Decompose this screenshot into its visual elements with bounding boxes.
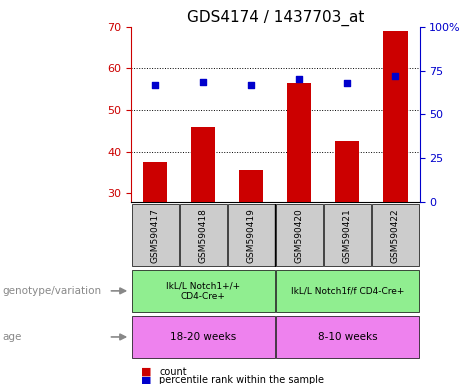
Text: 8-10 weeks: 8-10 weeks [318, 332, 377, 342]
Bar [288, 83, 312, 202]
Bar [276, 204, 323, 266]
Text: GSM590417: GSM590417 [151, 208, 160, 263]
Bar [276, 270, 419, 312]
Text: GSM590420: GSM590420 [295, 208, 304, 263]
Bar [372, 204, 419, 266]
Bar [191, 127, 215, 202]
Text: GSM590422: GSM590422 [391, 208, 400, 263]
Text: IkL/L Notch1+/+
CD4-Cre+: IkL/L Notch1+/+ CD4-Cre+ [166, 281, 241, 301]
Bar [180, 204, 227, 266]
Point [392, 73, 399, 79]
Bar [324, 204, 371, 266]
Text: IkL/L Notch1f/f CD4-Cre+: IkL/L Notch1f/f CD4-Cre+ [291, 286, 404, 295]
Bar [132, 316, 275, 358]
Text: count: count [159, 367, 187, 377]
Bar [276, 316, 419, 358]
Bar [132, 270, 275, 312]
Bar [143, 162, 167, 202]
Text: GSM590419: GSM590419 [247, 208, 256, 263]
Bar [336, 141, 360, 202]
Text: genotype/variation: genotype/variation [2, 286, 101, 296]
Text: 18-20 weeks: 18-20 weeks [170, 332, 236, 342]
Point [344, 80, 351, 86]
Point [248, 81, 255, 88]
Bar [239, 170, 263, 202]
Text: GSM590421: GSM590421 [343, 208, 352, 263]
Text: percentile rank within the sample: percentile rank within the sample [159, 375, 324, 384]
Text: ■: ■ [141, 375, 151, 384]
Text: GSM590418: GSM590418 [199, 208, 208, 263]
Bar [384, 31, 408, 202]
Text: ■: ■ [141, 367, 151, 377]
Bar [132, 204, 179, 266]
Point [152, 81, 159, 88]
Point [296, 76, 303, 83]
Text: age: age [2, 332, 22, 342]
Point [200, 79, 207, 85]
Title: GDS4174 / 1437703_at: GDS4174 / 1437703_at [187, 9, 364, 25]
Bar [228, 204, 275, 266]
